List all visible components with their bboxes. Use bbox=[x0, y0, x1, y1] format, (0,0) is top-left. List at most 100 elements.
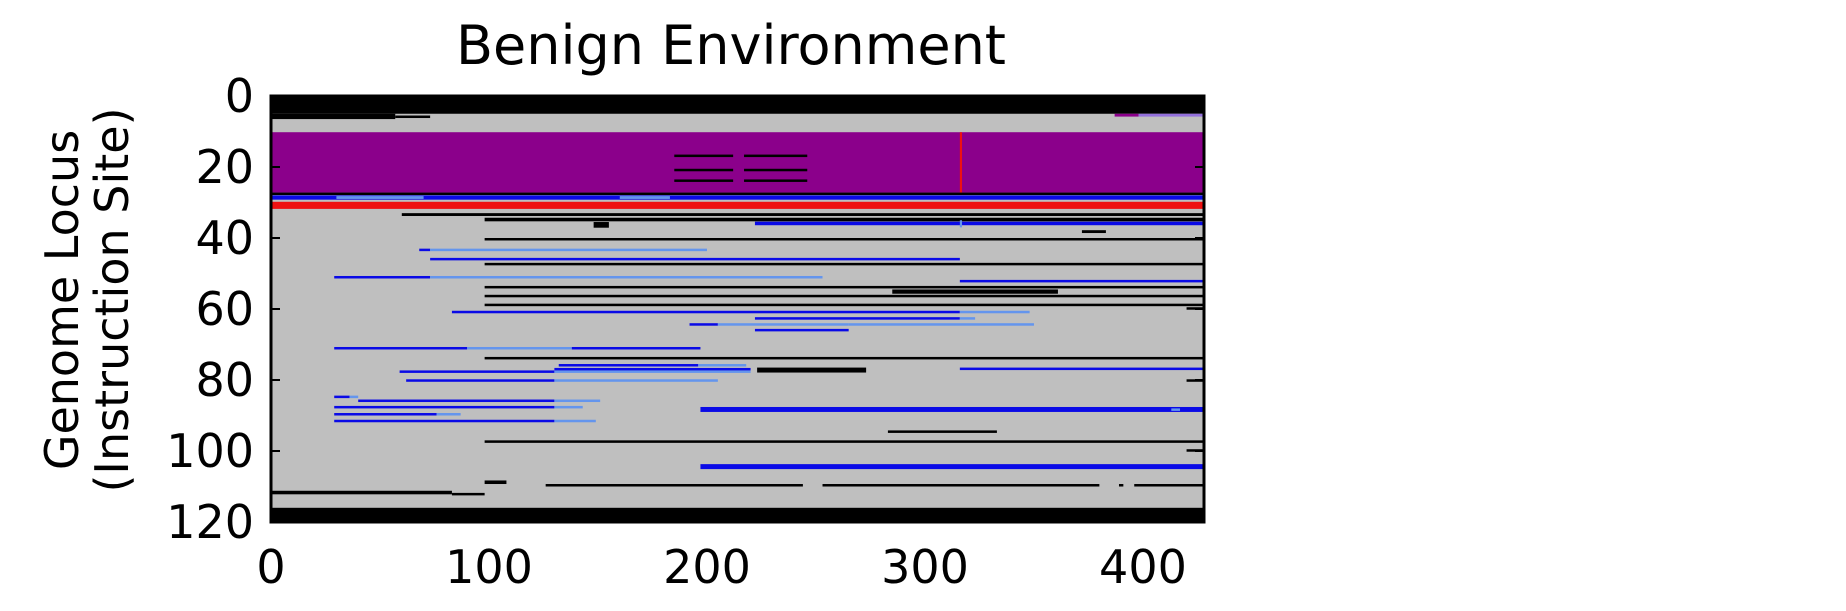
heatmap-segment-blue bbox=[754, 317, 960, 320]
heatmap-segment-blue bbox=[430, 257, 960, 261]
heatmap-segment-blue bbox=[334, 405, 555, 409]
heatmap-segment-lightblue bbox=[430, 275, 823, 279]
heatmap-segment-black bbox=[401, 213, 1204, 216]
heatmap-segment-black bbox=[484, 294, 1204, 298]
heatmap-segment-black bbox=[484, 238, 1204, 241]
heatmap-segment-lightblue bbox=[336, 196, 424, 199]
heatmap-segment-lightblue bbox=[436, 413, 461, 416]
heatmap-segment-black bbox=[1081, 230, 1106, 234]
heatmap-segment-black bbox=[271, 113, 396, 120]
x-tick-label: 0 bbox=[256, 540, 285, 594]
heatmap-segment-blue bbox=[334, 419, 555, 423]
heatmap-segment-black bbox=[744, 179, 808, 182]
y-tick-label: 0 bbox=[225, 69, 254, 123]
heatmap-segment-lightblue bbox=[349, 395, 359, 399]
heatmap-segment-red bbox=[959, 132, 963, 193]
heatmap-segment-blue bbox=[419, 248, 431, 252]
heatmap-segment-blue bbox=[358, 399, 555, 403]
x-tick-label: 300 bbox=[881, 540, 969, 594]
heatmap-segment-blue bbox=[334, 395, 350, 399]
heatmap-segment-black bbox=[744, 168, 808, 172]
heatmap-segment-black bbox=[892, 289, 1058, 294]
x-tick-label: 100 bbox=[445, 540, 533, 594]
heatmap-segment-blue bbox=[271, 195, 1204, 200]
y-axis-title: Genome Locus (Instruction Site) bbox=[35, 107, 139, 492]
heatmap-segment-purple bbox=[271, 132, 1204, 193]
heatmap-segment-lightblue bbox=[467, 346, 572, 350]
heatmap-segment-lightblue bbox=[717, 323, 849, 326]
heatmap-segment-black bbox=[674, 179, 734, 182]
heatmap-segment-blue bbox=[334, 275, 431, 279]
heatmap-segment-lightblue bbox=[959, 317, 976, 320]
x-tick-label: 200 bbox=[663, 540, 751, 594]
heatmap-segment-black bbox=[1118, 484, 1124, 487]
heatmap-segment-black bbox=[968, 101, 1204, 104]
heatmap-segment-black bbox=[887, 430, 997, 433]
heatmap-segment-blue bbox=[334, 413, 437, 416]
heatmap-segment-black bbox=[1134, 484, 1204, 487]
heatmap-segment-lightblue bbox=[554, 399, 601, 403]
heatmap-segment-lightblue bbox=[554, 405, 583, 409]
heatmap-segment-black bbox=[271, 490, 452, 495]
plot-area bbox=[269, 94, 1206, 524]
y-tick-label: 120 bbox=[166, 495, 254, 549]
heatmap-segment-lightblue bbox=[554, 370, 751, 373]
heatmap-segment-black bbox=[484, 217, 1204, 222]
heatmap-segment-black bbox=[744, 154, 808, 158]
heatmap-segment-blue bbox=[754, 221, 1204, 226]
heatmap-segment-blue bbox=[399, 370, 555, 373]
heatmap-segment-black bbox=[674, 168, 734, 172]
heatmap-segment-blue bbox=[754, 328, 849, 332]
heatmap-segment-blue bbox=[334, 346, 468, 350]
x-axis-ticks: 0 100 200 300 400 bbox=[256, 96, 1187, 594]
heatmap-segment-lightblue bbox=[430, 248, 707, 252]
heatmap-segment-black bbox=[484, 356, 1204, 360]
heatmap-segment-black bbox=[757, 367, 867, 373]
chart-title: Benign Environment bbox=[456, 14, 1006, 77]
heatmap-segment-black bbox=[484, 285, 1204, 289]
heatmap-segment-black bbox=[271, 192, 1204, 196]
heatmap-segment-black bbox=[674, 154, 734, 158]
heatmap-segment-black bbox=[484, 262, 1204, 266]
y-axis-title-line-2: (Instruction Site) bbox=[85, 107, 139, 492]
heatmap-segment-black bbox=[822, 484, 1100, 487]
heatmap-segment-blue bbox=[689, 323, 718, 326]
heatmap-segment-black bbox=[271, 96, 1204, 114]
heatmap-segment-blue bbox=[554, 367, 751, 371]
heatmap-segment-lightblue bbox=[619, 196, 670, 199]
heatmap-segment-lightblue bbox=[554, 419, 596, 423]
heatmap-segment-lightblue bbox=[554, 379, 718, 382]
y-axis-title-line-1: Genome Locus bbox=[35, 130, 89, 470]
heatmap-segment-lightblue bbox=[1171, 408, 1181, 411]
heatmap-segment-lightblue bbox=[698, 364, 747, 367]
y-tick-label: 40 bbox=[195, 211, 254, 265]
y-axis-ticks: 0 20 40 60 80 100 120 bbox=[166, 69, 1204, 549]
heatmap-segment-black bbox=[484, 440, 1204, 443]
heatmap-segment-black bbox=[395, 115, 431, 119]
heatmap-segment-blue bbox=[700, 464, 1204, 470]
heatmap-segment-black bbox=[484, 480, 507, 485]
heatmap-segment-blue bbox=[700, 406, 1204, 412]
heatmap-segment-black bbox=[593, 222, 609, 228]
y-tick-label: 60 bbox=[195, 282, 254, 336]
y-tick-label: 80 bbox=[195, 353, 254, 407]
heatmap-segment-purple bbox=[1114, 113, 1139, 117]
heatmap-segments bbox=[271, 96, 1204, 522]
y-tick-label: 100 bbox=[166, 424, 254, 478]
heatmap-segment-lightblue bbox=[959, 220, 963, 228]
heatmap-segment-black bbox=[451, 492, 485, 496]
heatmap-segment-blue bbox=[959, 279, 1204, 283]
heatmap-segment-red bbox=[271, 201, 1204, 209]
x-tick-label: 400 bbox=[1099, 540, 1187, 594]
heatmap-segment-black bbox=[545, 484, 803, 487]
heatmap-segment-lightblue bbox=[959, 310, 1030, 314]
heatmap-segment-black bbox=[271, 507, 1204, 522]
heatmap-segment-blue bbox=[571, 346, 701, 350]
y-tick-label: 20 bbox=[195, 140, 254, 194]
heatmap-segment-black bbox=[484, 303, 1204, 307]
heatmap-segment-blue bbox=[451, 310, 960, 314]
heatmap-segment-lightpurple bbox=[1138, 113, 1204, 117]
heatmap-segment-lightblue bbox=[848, 323, 1034, 326]
heatmap-segment-blue bbox=[406, 379, 555, 382]
